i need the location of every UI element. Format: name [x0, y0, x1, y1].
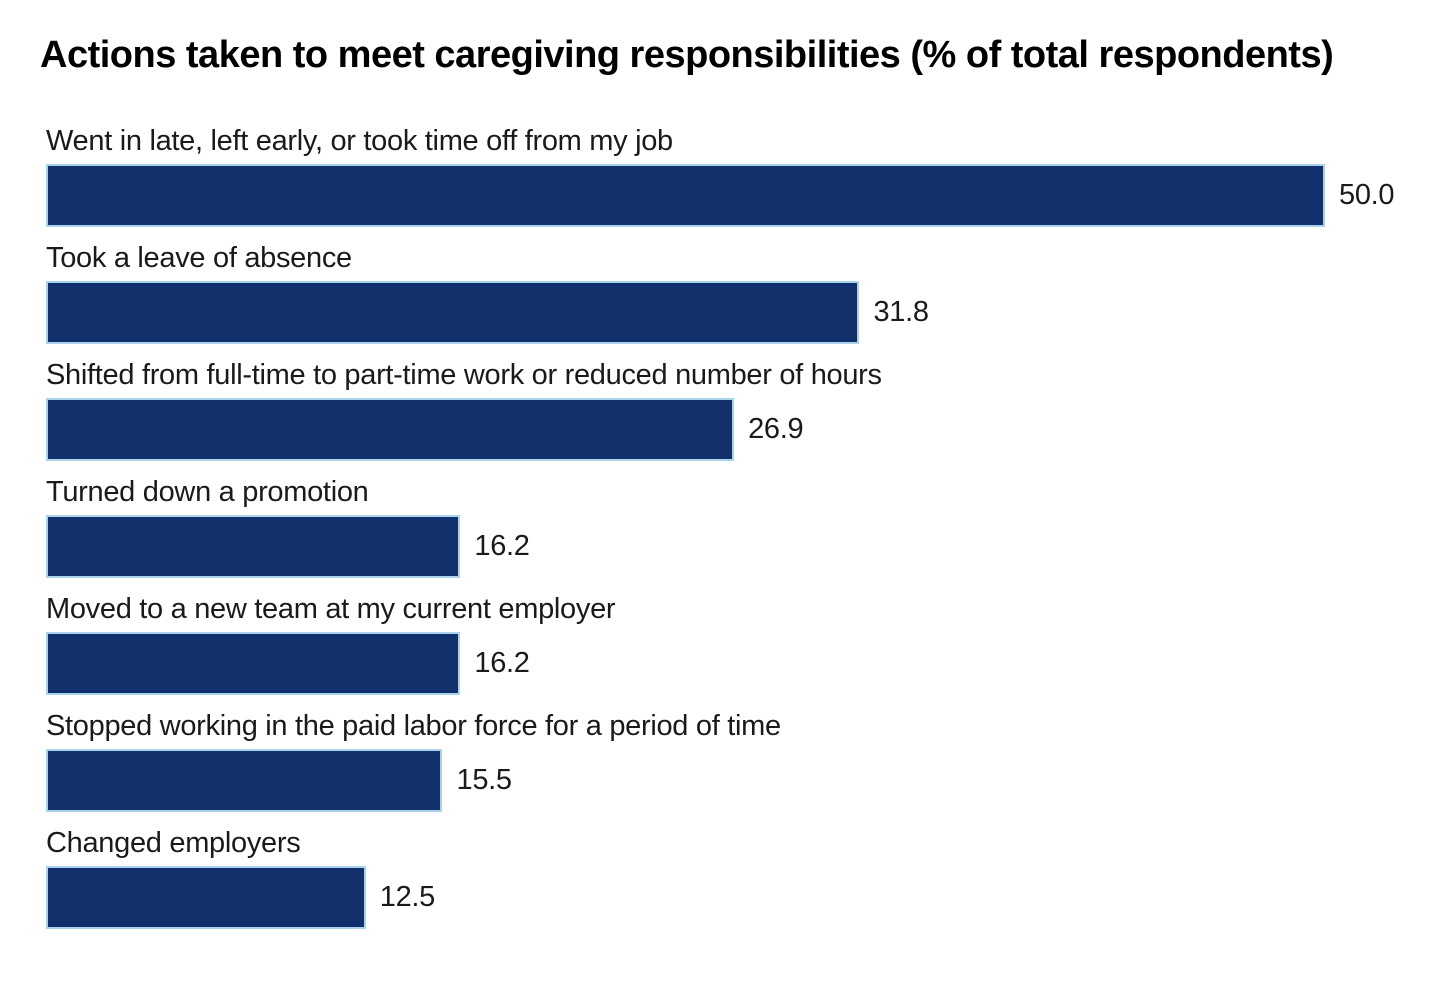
- category-label: Moved to a new team at my current employ…: [46, 593, 616, 626]
- chart-container: Actions taken to meet caregiving respons…: [40, 34, 1399, 930]
- value-label: 16.2: [474, 647, 530, 680]
- bar: [46, 632, 461, 696]
- bar: [46, 866, 366, 930]
- bar-line: 16.2: [46, 515, 1399, 579]
- value-label: 15.5: [456, 764, 512, 797]
- bar-line: 12.5: [46, 866, 1399, 930]
- bar: [46, 515, 461, 579]
- bar-row: Shifted from full-time to part-time work…: [46, 357, 1399, 462]
- value-label: 31.8: [873, 296, 929, 329]
- category-label: Shifted from full-time to part-time work…: [46, 359, 882, 392]
- category-label: Changed employers: [46, 827, 301, 860]
- bar-line: 50.0: [46, 164, 1399, 228]
- value-label: 12.5: [379, 881, 436, 914]
- bar: [46, 281, 860, 345]
- category-label: Turned down a promotion: [46, 476, 369, 509]
- bar-line: 16.2: [46, 632, 1399, 696]
- bar-line: 31.8: [46, 281, 1399, 345]
- bar-row: Stopped working in the paid labor force …: [46, 708, 1399, 813]
- bar-line: 26.9: [46, 398, 1399, 462]
- category-label: Stopped working in the paid labor force …: [46, 710, 781, 743]
- value-label: 16.2: [474, 530, 530, 563]
- value-label: 26.9: [748, 413, 804, 446]
- bar-line: 15.5: [46, 749, 1399, 813]
- bar-row: Turned down a promotion 16.2: [46, 474, 1399, 579]
- bar-row: Took a leave of absence 31.8: [46, 240, 1399, 345]
- bar: [46, 164, 1325, 228]
- bar: [46, 749, 443, 813]
- value-label: 50.0: [1339, 179, 1395, 212]
- chart-title: Actions taken to meet caregiving respons…: [40, 34, 1334, 76]
- category-label: Took a leave of absence: [46, 242, 352, 275]
- bar-chart: Went in late, left early, or took time o…: [46, 123, 1399, 930]
- bar-row: Moved to a new team at my current employ…: [46, 591, 1399, 696]
- bar-row: Went in late, left early, or took time o…: [46, 123, 1399, 228]
- category-label: Went in late, left early, or took time o…: [46, 125, 673, 158]
- bar-row: Changed employers 12.5: [46, 825, 1399, 930]
- bar: [46, 398, 735, 462]
